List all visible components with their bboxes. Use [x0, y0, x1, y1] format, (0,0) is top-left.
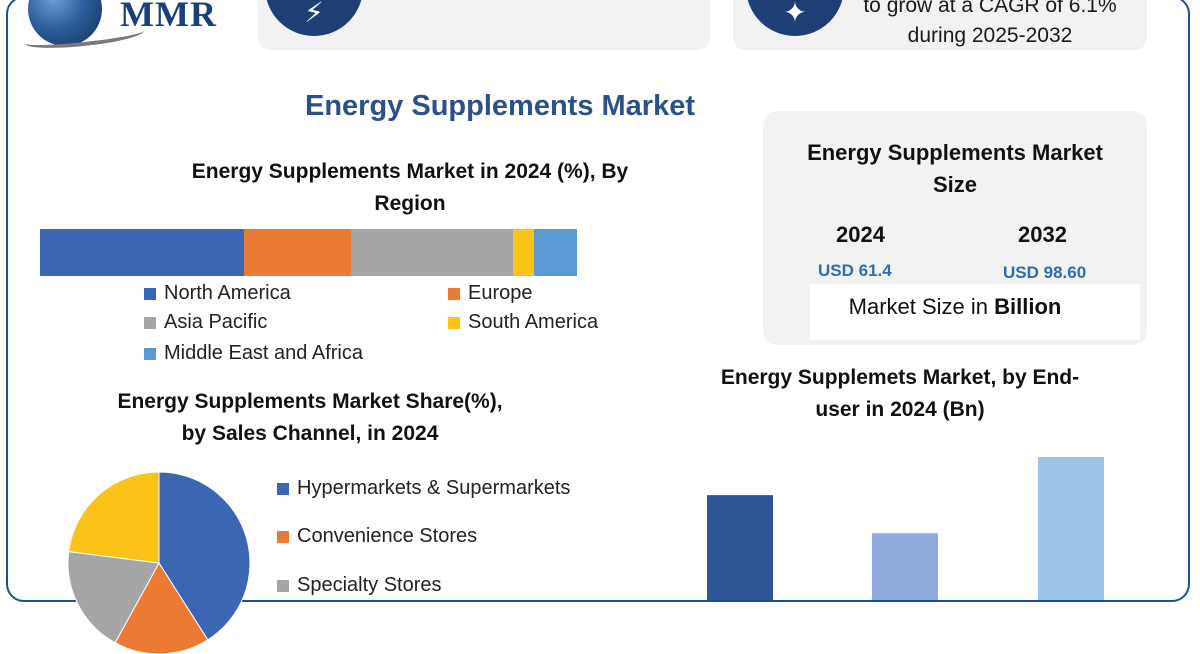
cagr-line-1: to grow at a CAGR of 6.1% [863, 0, 1117, 17]
year-2032: 2032 [1018, 222, 1067, 247]
mmr-logo: MMR [23, 0, 243, 53]
legend-swatch [144, 347, 156, 360]
legend-convenience: Convenience Stores [277, 525, 477, 548]
end-user-bar-3 [1038, 457, 1104, 600]
legend-label: South America [468, 311, 599, 333]
region-stacked-bar [40, 229, 577, 276]
legend-north-america: North America [144, 282, 291, 305]
end-user-bar-1 [707, 495, 773, 600]
region-title-line-1: Energy Supplements Market in 2024 (%), B… [191, 160, 629, 183]
legend-label: Specialty Stores [297, 574, 442, 596]
legend-europe: Europe [448, 282, 533, 305]
region-chart-title: Energy Supplements Market in 2024 (%), B… [150, 156, 670, 220]
legend-hypermarkets: Hypermarkets & Supermarkets [277, 477, 570, 500]
pie-title-line-1: Energy Supplements Market Share(%), [117, 390, 503, 413]
cagr-line-2: during 2025-2032 [907, 24, 1073, 47]
value-2032: USD 98.60 [1003, 263, 1087, 282]
legend-swatch [144, 287, 156, 300]
region-bar-segment-south-america [512, 229, 534, 276]
cagr-text: to grow at a CAGR of 6.1% during 2025-20… [855, 0, 1125, 51]
market-size-unit: Market Size in Billion [775, 294, 1135, 320]
end-user-title-line-2: user in 2024 (Bn) [815, 398, 985, 421]
legend-label: Convenience Stores [297, 525, 478, 547]
end-user-chart-title: Energy Supplemets Market, by End- user i… [680, 362, 1120, 426]
market-size-footer-panel [810, 284, 1140, 340]
legend-swatch [144, 316, 156, 329]
market-size-title-line-1: Energy Supplements Market [807, 140, 1103, 165]
year-2024: 2024 [836, 222, 885, 247]
market-size-title-line-2: Size [932, 172, 978, 197]
legend-mea: Middle East and Africa [144, 342, 363, 365]
pie-slice-others [68, 472, 160, 564]
end-user-title-line-1: Energy Supplemets Market, by End- [720, 366, 1080, 389]
value-2024: USD 61.4 [818, 261, 892, 280]
pie-chart-title: Energy Supplements Market Share(%), by S… [90, 386, 530, 450]
end-user-bar-chart [707, 457, 1104, 600]
legend-swatch [277, 579, 289, 592]
region-bar-segment-north-america [40, 229, 245, 276]
legend-asia-pacific: Asia Pacific [144, 311, 267, 334]
legend-south-america: South America [448, 311, 598, 334]
end-user-bar-2 [872, 533, 938, 600]
legend-label: Middle East and Africa [164, 342, 363, 364]
region-bar-segment-europe [244, 229, 352, 276]
legend-label: North America [164, 282, 291, 304]
unit-prefix: Market Size in [848, 294, 995, 319]
region-title-line-2: Region [374, 192, 446, 215]
region-bar-segment-middle-east-and-africa [534, 229, 577, 276]
legend-label: Europe [468, 282, 533, 304]
legend-swatch [448, 316, 460, 329]
sales-channel-pie-chart [68, 472, 250, 654]
pie-title-line-2: by Sales Channel, in 2024 [181, 422, 439, 445]
market-size-title: Energy Supplements Market Size [775, 137, 1135, 201]
legend-label: Asia Pacific [164, 311, 268, 333]
page-title: Energy Supplements Market [305, 90, 695, 122]
legend-swatch [277, 482, 289, 495]
region-bar-segment-asia-pacific [351, 229, 513, 276]
logo-text: MMR [120, 0, 217, 34]
legend-specialty: Specialty Stores [277, 574, 442, 597]
unit-bold: Billion [994, 294, 1062, 319]
legend-label: Hypermarkets & Supermarkets [297, 477, 571, 499]
legend-swatch [448, 287, 460, 300]
legend-swatch [277, 530, 289, 543]
